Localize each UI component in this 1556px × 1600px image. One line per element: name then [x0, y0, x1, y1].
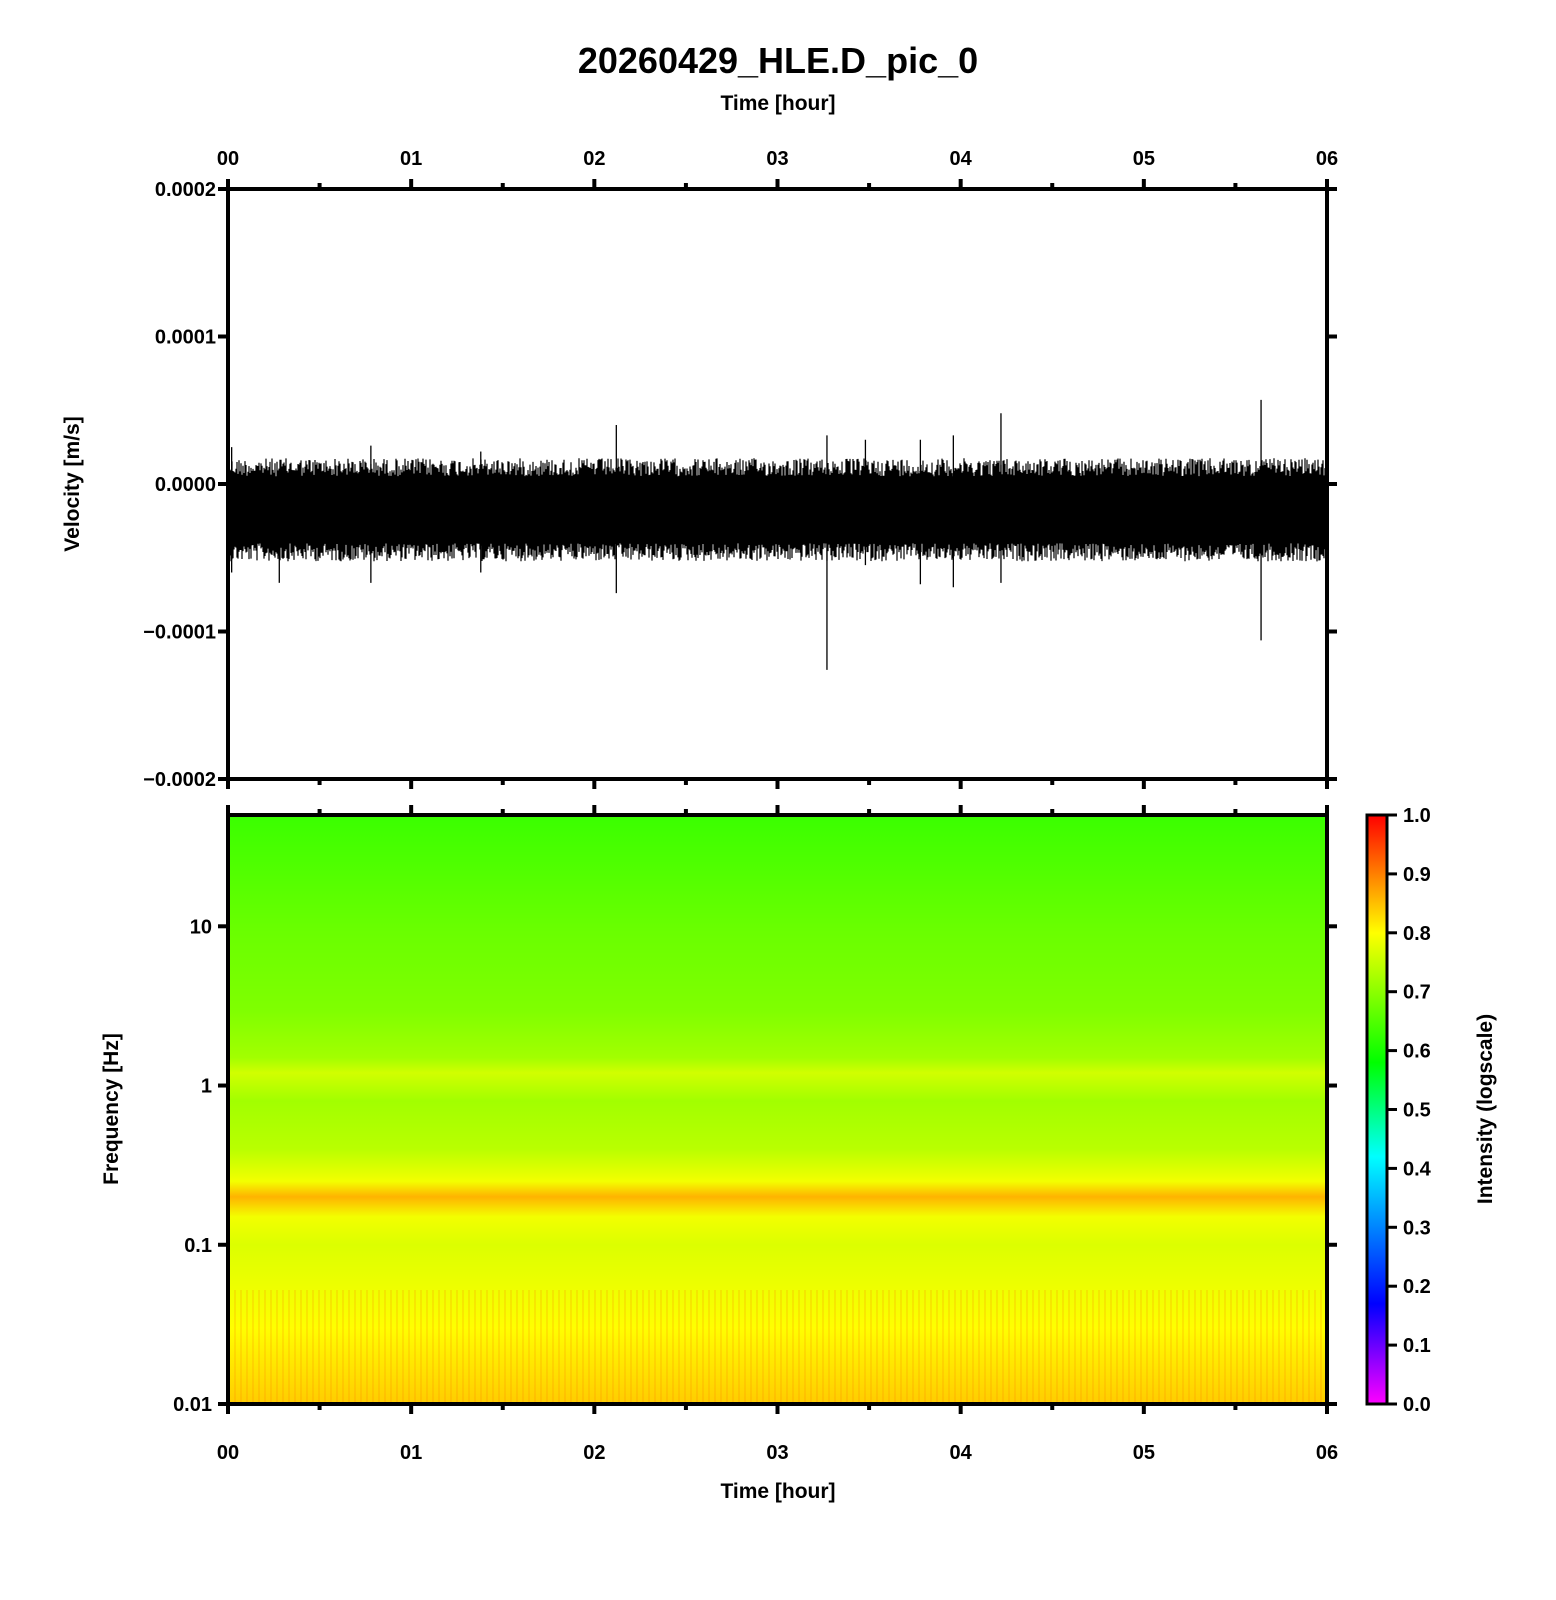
waveform-y-tick-label: 0.0001 [155, 327, 216, 349]
colorbar-tick-label: 0.0 [1403, 1394, 1431, 1416]
colorbar-tick-label: 0.2 [1403, 1276, 1431, 1298]
waveform-trace [228, 399, 1326, 670]
waveform-x-top-tick-label: 01 [400, 148, 422, 170]
spectrogram-x-bottom-tick-label: 06 [1316, 1442, 1338, 1464]
spectrogram-y-tick-label: 10 [190, 916, 212, 938]
colorbar-tick-label: 0.8 [1403, 923, 1431, 945]
waveform-y-tick-label: −0.0002 [143, 769, 216, 791]
spectrogram-x-axis-title: Time [hour] [720, 1480, 835, 1503]
colorbar-tick-label: 0.6 [1403, 1041, 1431, 1063]
spectrogram-x-bottom-tick-label: 05 [1133, 1442, 1155, 1464]
waveform-x-top-tick-label: 00 [217, 148, 239, 170]
waveform-y-tick-label: −0.0001 [143, 622, 216, 644]
waveform-y-ticks: −0.0002 −0.0001 0.0000 0.0001 0.0002 [143, 179, 1337, 791]
colorbar-label: Intensity (logscale) [1474, 1014, 1497, 1204]
waveform-x-ticks-bottom [226, 779, 1329, 789]
colorbar-tick-label: 1.0 [1403, 805, 1431, 827]
spectrogram-y-axis-title: Frequency [Hz] [100, 1033, 123, 1185]
waveform-x-top-tick-label: 06 [1316, 148, 1338, 170]
spectrogram-x-ticks-top [226, 805, 1329, 815]
waveform-x-top-tick-label: 03 [766, 148, 788, 170]
waveform-y-axis-title: Velocity [m/s] [61, 416, 84, 551]
colorbar-tick-label: 0.7 [1403, 982, 1431, 1004]
waveform-y-tick-label: 0.0002 [155, 179, 216, 201]
spectrogram-panel: 00 01 02 03 04 05 06 0.01 0.1 1 10 Time [hour] Fr… [100, 805, 1338, 1503]
spectrogram-x-ticks-bottom: 00 01 02 03 04 05 06 [217, 1404, 1338, 1464]
waveform-x-top-tick-label: 04 [950, 148, 973, 170]
colorbar-gradient [1367, 815, 1387, 1404]
chart-title: 20260429_HLE.D_pic_0 [578, 40, 978, 81]
waveform-y-tick-label: 0.0000 [155, 474, 216, 496]
colorbar-tick-label: 0.4 [1403, 1158, 1432, 1180]
spectrogram-y-ticks: 0.01 0.1 1 10 [173, 916, 1337, 1416]
colorbar-tick-label: 0.9 [1403, 864, 1431, 886]
colorbar-tick-label: 0.5 [1403, 1100, 1431, 1122]
waveform-noise [228, 458, 1326, 562]
waveform-x-ticks-top: 00 01 02 03 04 05 06 [217, 148, 1338, 189]
spectrogram-x-bottom-tick-label: 01 [400, 1442, 422, 1464]
spectrogram-y-tick-label: 1 [201, 1076, 212, 1098]
spectrogram-x-bottom-tick-label: 03 [766, 1442, 788, 1464]
spectrogram-x-bottom-tick-label: 02 [583, 1442, 605, 1464]
waveform-top-x-axis-title: Time [hour] [720, 92, 835, 115]
colorbar-ticks: 0.0 0.1 0.2 0.3 0.4 0.5 0.6 0.7 0.8 0.9 1.0 [1387, 805, 1432, 1416]
waveform-panel: Time [hour] 00 01 02 03 04 05 06 −0.0002−0.000… [61, 92, 1338, 791]
waveform-x-top-tick-label: 02 [583, 148, 605, 170]
spectrogram-y-tick-label: 0.1 [184, 1235, 212, 1257]
spectrogram-x-bottom-tick-label: 00 [217, 1442, 239, 1464]
colorbar: 0.0 0.1 0.2 0.3 0.4 0.5 0.6 0.7 0.8 0.9 1.0 Intens… [1365, 805, 1497, 1416]
waveform-x-top-tick-label: 05 [1133, 148, 1155, 170]
spectrogram-texture [228, 1290, 1327, 1404]
spectrogram-y-tick-label: 0.01 [173, 1394, 212, 1416]
spectrogram-x-bottom-tick-label: 04 [950, 1442, 973, 1464]
colorbar-tick-label: 0.3 [1403, 1217, 1431, 1239]
colorbar-tick-label: 0.1 [1403, 1335, 1431, 1357]
